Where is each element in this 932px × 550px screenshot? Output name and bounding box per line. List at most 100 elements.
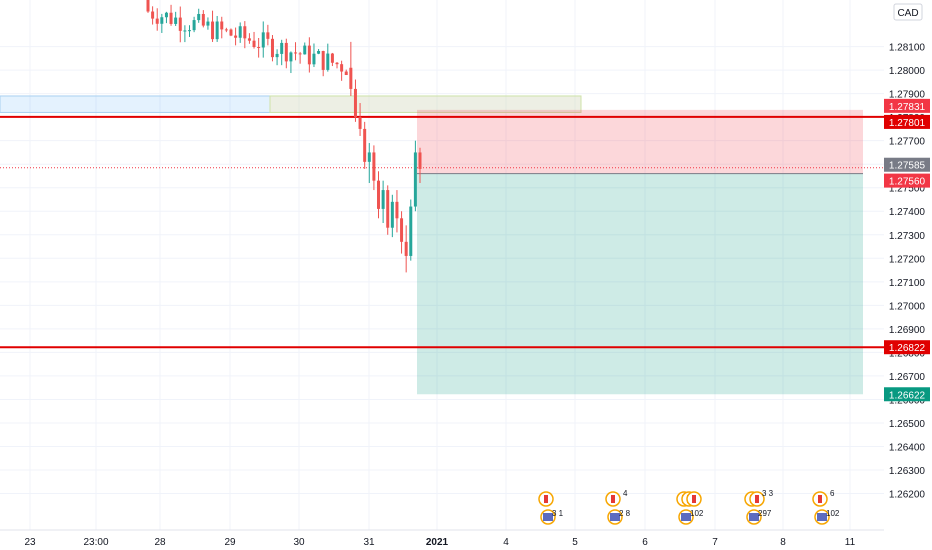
candle-body (211, 21, 215, 40)
candle-body (307, 45, 311, 65)
price-label-bg (884, 157, 930, 172)
candle-body (312, 53, 316, 65)
support-zone-overlap (269, 95, 582, 113)
economic-events[interactable]: 3 1 4 2 8 102 3 3 297 6 102 (538, 489, 840, 525)
x-tick-label: 31 (363, 537, 375, 548)
maple-leaf-icon (818, 495, 822, 503)
candle-body (146, 0, 150, 12)
event-count-bottom: 297 (758, 509, 772, 518)
candle-body (201, 13, 205, 26)
candle-body (317, 50, 321, 54)
candle-body (174, 17, 178, 24)
price-label: 1.27560 (889, 177, 926, 188)
candle-body (372, 152, 376, 181)
event-count-bottom: 2 8 (619, 509, 631, 518)
candle-body (395, 201, 399, 219)
price-label: 1.27585 (889, 161, 926, 172)
candle-body (197, 13, 201, 21)
maple-leaf-icon (755, 495, 759, 503)
candle-body (330, 53, 334, 63)
y-tick-label: 1.27900 (889, 90, 926, 101)
y-tick-label: 1.26700 (889, 372, 926, 383)
candle-body (224, 29, 228, 31)
candle-body (377, 180, 381, 209)
y-tick-label: 1.28000 (889, 66, 926, 77)
candle-body (390, 201, 394, 228)
x-tick-label: 5 (572, 537, 578, 548)
candle-body (229, 29, 233, 36)
candle-body (270, 38, 274, 58)
candle-body (381, 190, 385, 209)
stop-loss-zone (417, 109, 863, 174)
candle-body (298, 53, 302, 55)
candle-body (220, 21, 224, 30)
event-count-bottom: 102 (826, 509, 840, 518)
horizontal-lines[interactable] (0, 115, 884, 349)
price-label-bg (884, 387, 930, 402)
us-flag-stripes-icon (817, 513, 827, 521)
candle-body (169, 12, 173, 24)
price-label-bg (884, 114, 930, 129)
event-count-bottom: 102 (690, 509, 704, 518)
time-axis[interactable]: 23 23:00 28 29 30 31 2021 4 5 6 7 8 11 (0, 529, 932, 550)
candle-body (257, 47, 261, 49)
candle-body (238, 26, 242, 38)
y-tick-label: 1.28100 (889, 43, 926, 54)
price-label: 1.26622 (889, 390, 926, 401)
us-flag-stripes-icon (610, 513, 620, 521)
x-tick-label: 29 (224, 537, 236, 548)
x-tick-label: 28 (154, 537, 166, 548)
price-axis[interactable]: 1.281001.280001.279001.278001.277001.276… (884, 0, 932, 550)
candle-body (275, 53, 279, 58)
candle-body (400, 218, 404, 242)
us-flag-stripes-icon (681, 513, 691, 521)
candle-body (160, 17, 164, 24)
candle-body (280, 42, 284, 54)
candle-body (261, 32, 265, 48)
candle-body (284, 42, 288, 62)
maple-leaf-icon (544, 495, 548, 503)
event-count-top: 4 (623, 489, 628, 498)
candle-body (386, 190, 390, 228)
currency-label: CAD (897, 8, 918, 19)
candle-body (404, 241, 408, 256)
candle-body (155, 18, 159, 24)
x-tick-label: 23 (24, 537, 36, 548)
candle-body (183, 30, 187, 32)
maple-leaf-icon (692, 495, 696, 503)
price-label: 1.27831 (889, 102, 926, 113)
maple-leaf-icon (611, 495, 615, 503)
candle-body (353, 88, 357, 118)
x-tick-label: 23:00 (83, 537, 108, 548)
y-tick-label: 1.27100 (889, 278, 926, 289)
candle-body (215, 21, 219, 40)
take-profit-zone (417, 173, 863, 395)
candle-body (164, 12, 168, 18)
x-tick-label: 2021 (426, 537, 449, 548)
event-count-top: 3 3 (762, 489, 774, 498)
y-tick-label: 1.26900 (889, 325, 926, 336)
candle-body (413, 152, 417, 207)
y-tick-label: 1.27700 (889, 137, 926, 148)
candle-body (321, 50, 325, 70)
candle-body (363, 128, 367, 162)
candle-body (349, 67, 353, 89)
candle-body (303, 45, 307, 55)
y-tick-label: 1.26200 (889, 490, 926, 501)
candle-body (234, 35, 238, 38)
candle-body (192, 20, 196, 31)
event-count-bottom: 3 1 (552, 509, 564, 518)
candles (146, 0, 422, 273)
candle-body (409, 206, 413, 256)
currency-badge: CAD (893, 3, 923, 21)
event-count-top: 6 (830, 489, 835, 498)
price-labels: 1.27831 1.27801 1.27585 1.27560 1.26822 1.266… (884, 98, 930, 402)
x-tick-label: 6 (642, 537, 648, 548)
candle-body (326, 53, 330, 70)
price-label: 1.26822 (889, 343, 926, 354)
us-flag-stripes-icon (749, 513, 759, 521)
y-tick-label: 1.27300 (889, 231, 926, 242)
y-tick-label: 1.26500 (889, 419, 926, 430)
y-tick-label: 1.27400 (889, 207, 926, 218)
